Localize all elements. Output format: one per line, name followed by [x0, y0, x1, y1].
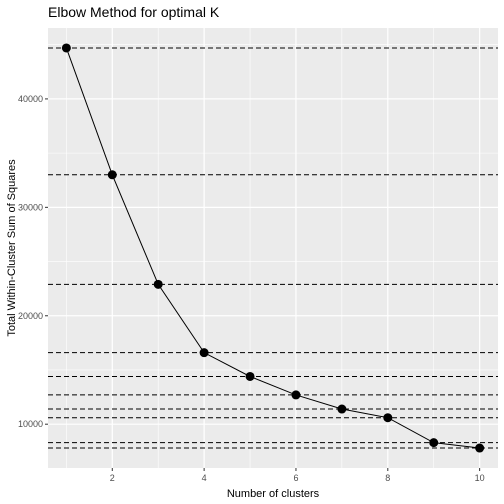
x-axis-ticks: 2 4 6 8 10 [110, 468, 485, 483]
data-point [153, 279, 163, 289]
data-point [245, 371, 255, 381]
series-line [65, 47, 480, 449]
data-point [61, 43, 71, 53]
reference-lines [48, 47, 498, 449]
x-axis-title: Number of clusters [227, 488, 320, 500]
y-axis-ticks: 10000 20000 30000 40000 [18, 94, 48, 429]
data-point [291, 390, 301, 400]
x-tick-label: 2 [110, 473, 115, 483]
y-tick-label: 40000 [18, 94, 43, 104]
x-tick-label: 4 [202, 473, 207, 483]
data-point [199, 348, 209, 358]
y-tick-label: 30000 [18, 202, 43, 212]
x-tick-label: 6 [293, 473, 298, 483]
y-axis-title: Total Within-Cluster Sum of Squares [6, 159, 18, 337]
data-point [475, 443, 485, 453]
x-tick-label: 10 [475, 473, 485, 483]
plot-panel [48, 28, 498, 468]
data-point [337, 404, 347, 414]
chart-title: Elbow Method for optimal K [48, 4, 220, 20]
y-tick-label: 10000 [18, 419, 43, 429]
data-point [107, 170, 117, 180]
data-point [429, 438, 439, 448]
x-tick-label: 8 [385, 473, 390, 483]
minor-gridlines [48, 28, 498, 468]
data-series [61, 43, 485, 453]
data-point [383, 413, 393, 423]
y-tick-label: 20000 [18, 311, 43, 321]
